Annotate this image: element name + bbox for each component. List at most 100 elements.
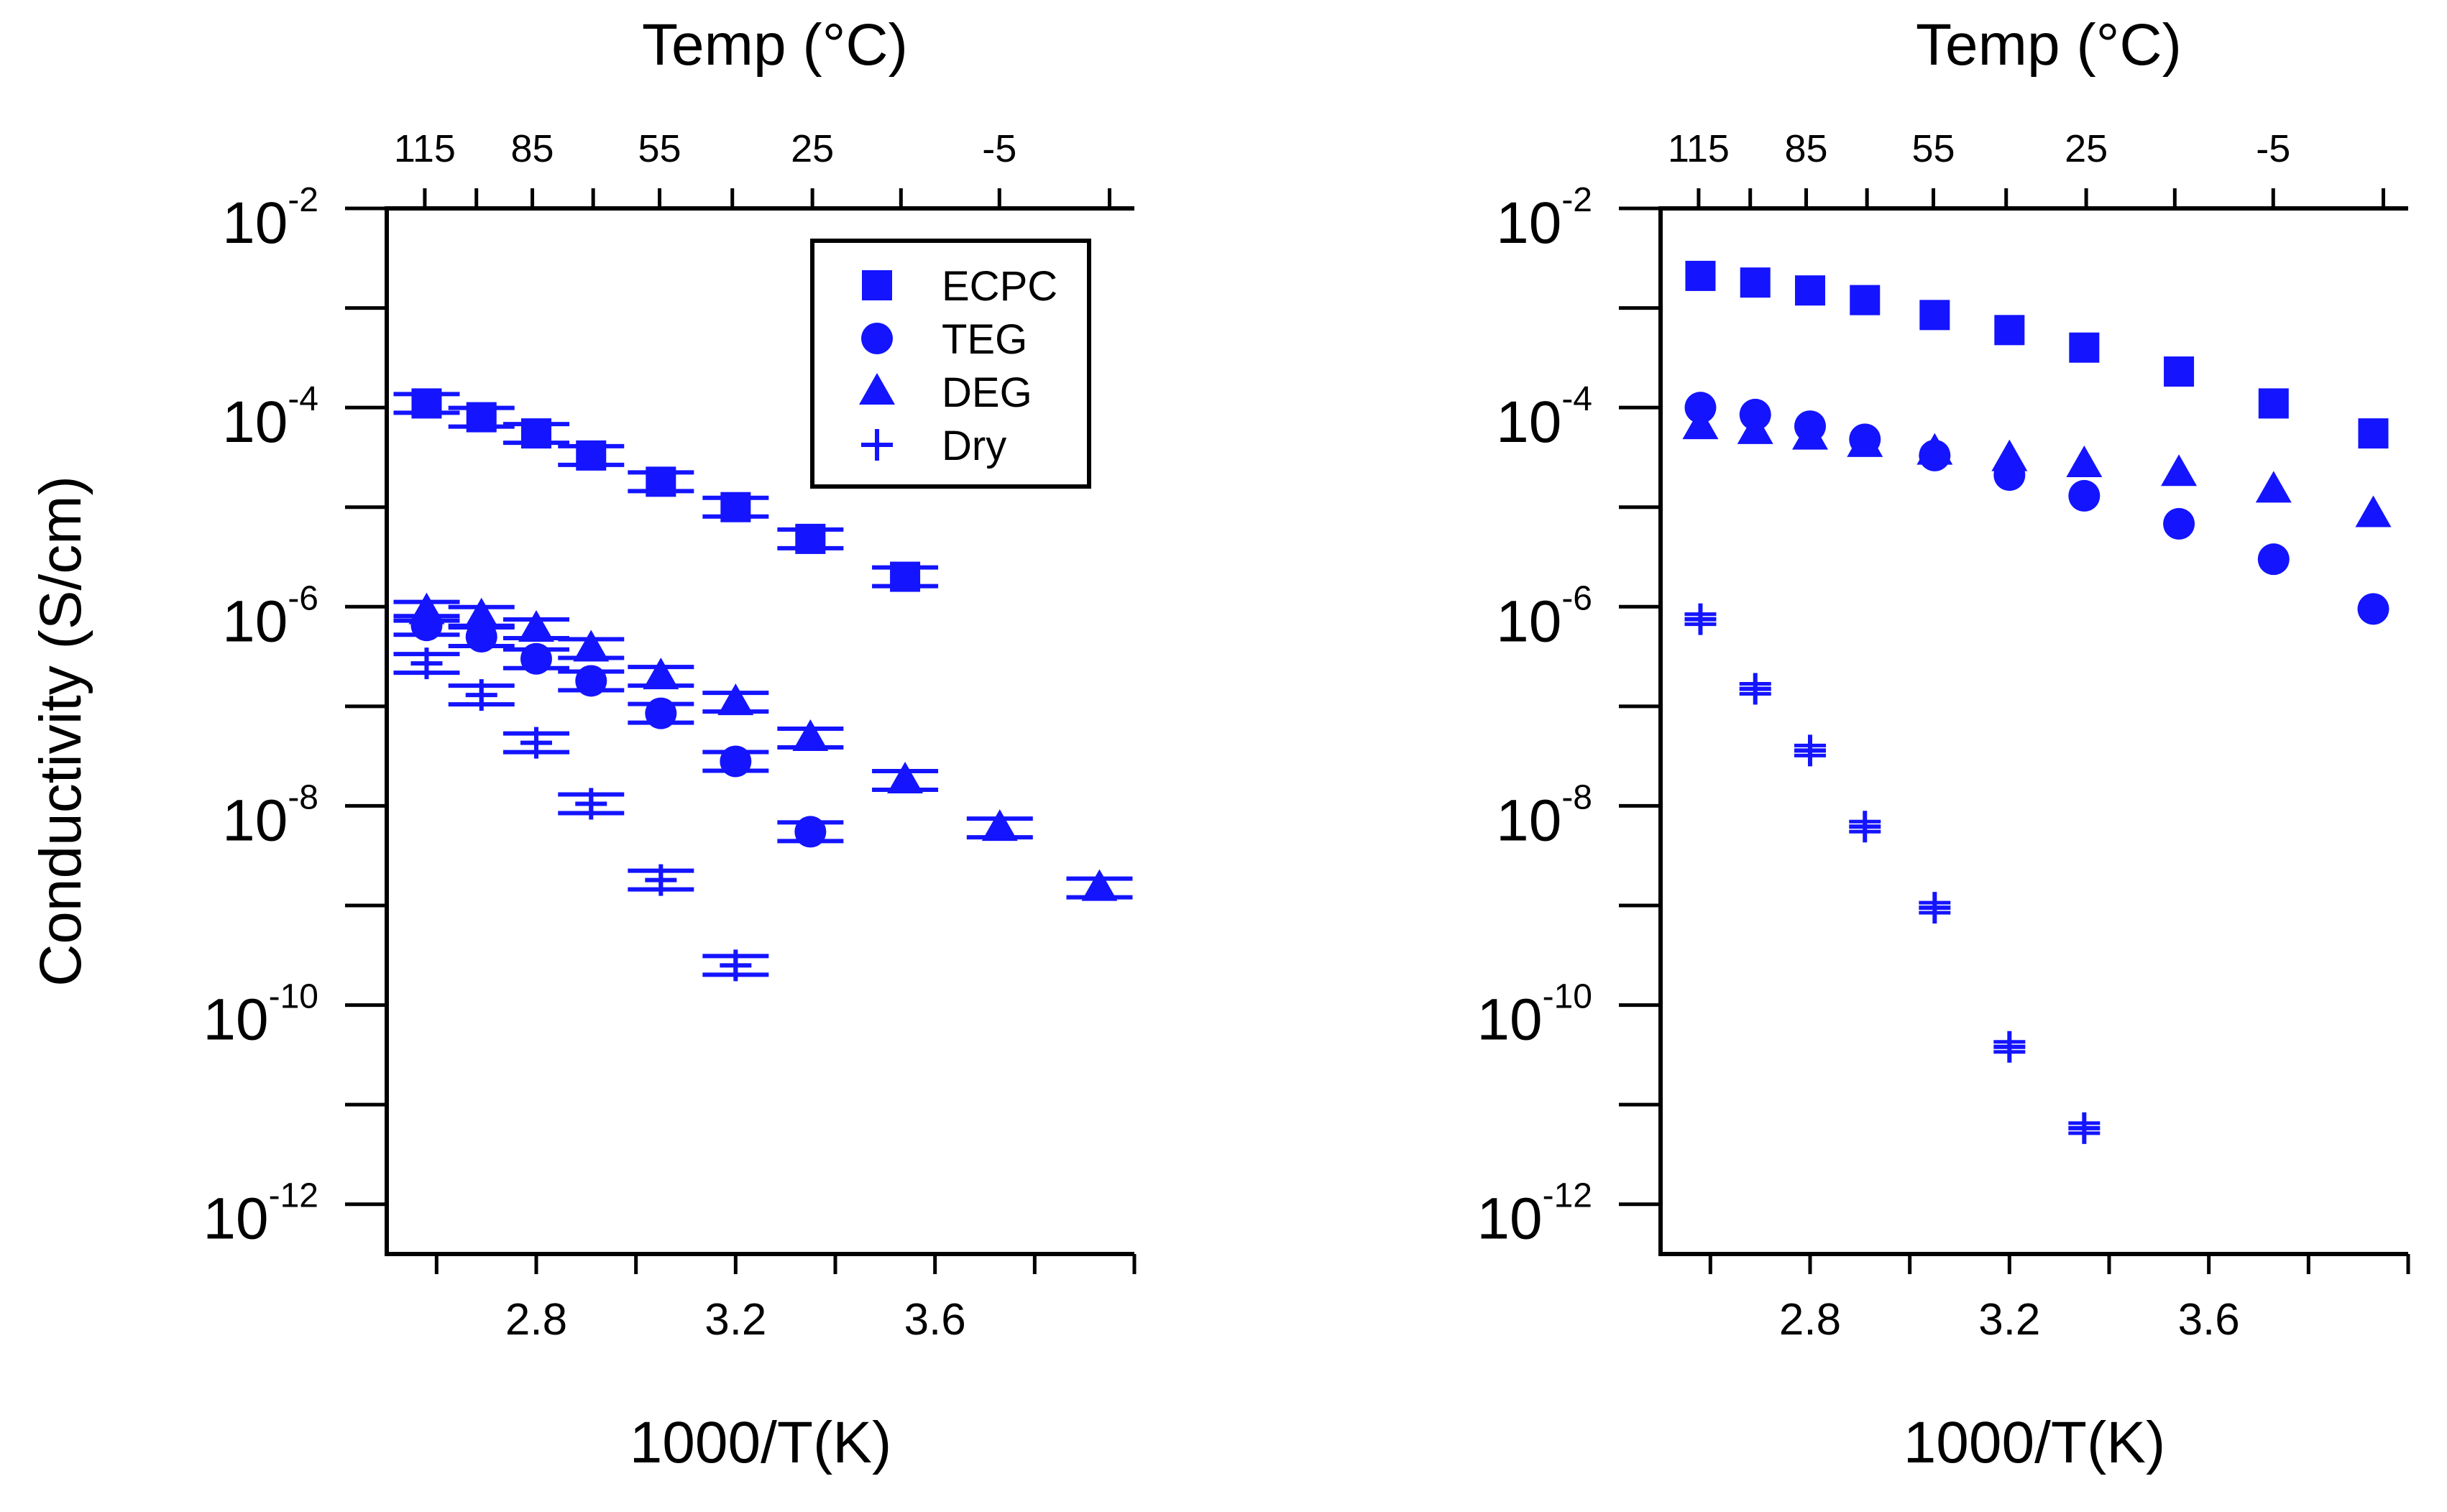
top-tick-label: 55: [1911, 127, 1955, 170]
top-axis-title: Temp (°C): [1916, 12, 2182, 78]
y-tick-label: 10-8: [1496, 778, 1592, 853]
data-point-teg: [2257, 543, 2290, 576]
top-axis-title: Temp (°C): [642, 12, 908, 78]
x-tick-label: 3.2: [704, 1295, 766, 1345]
data-point-dry: [1849, 811, 1881, 843]
data-point-deg: [1847, 425, 1883, 457]
data-point-deg: [887, 762, 924, 794]
top-tick-label: 85: [511, 127, 554, 170]
data-point-ecpc: [1740, 267, 1771, 298]
data-point-deg: [1737, 412, 1773, 444]
data-point-ecpc: [1850, 285, 1881, 315]
legend-label: DEG: [942, 369, 1032, 416]
data-point-teg: [645, 697, 677, 729]
y-tick-label: 10-2: [1496, 181, 1592, 256]
data-point-ecpc: [466, 402, 497, 433]
data-point-teg: [2068, 479, 2101, 512]
top-tick-label: 55: [638, 127, 681, 170]
data-point-dry: [520, 727, 552, 759]
right-panel: 2.8 3.2 3.6 1000/T(K) 115 85 55 25 -5 Temp (°C) 10…: [1477, 12, 2410, 1475]
legend-marker-dry: [861, 429, 893, 461]
legend-label: TEG: [942, 316, 1027, 363]
data-point-ecpc: [890, 561, 921, 592]
top-tick-label: 25: [791, 127, 834, 170]
series-deg: [393, 592, 1133, 901]
top-tick-label: 25: [2065, 127, 2108, 170]
data-point-teg: [575, 665, 607, 697]
data-point-ecpc: [795, 523, 826, 554]
left-panel: 2.8 3.2 3.6 1000/T(K) 115 85 55 25 -5 Temp (°C) 10…: [28, 12, 1137, 1475]
data-point-deg: [643, 658, 679, 690]
top-tick-label: 115: [1668, 127, 1730, 170]
data-point-deg: [573, 630, 610, 662]
series-teg: [1684, 392, 2389, 625]
x-tick-label: 2.8: [1779, 1295, 1841, 1345]
y-tick-label: 10-10: [1477, 978, 1592, 1053]
data-point-dry: [1739, 673, 1771, 705]
series-deg: [1682, 407, 2392, 527]
data-point-deg: [792, 719, 829, 752]
y-axis-title: Conductivity (S/cm): [28, 476, 93, 987]
data-point-deg: [518, 610, 554, 642]
data-point-ecpc: [1795, 275, 1825, 306]
data-point-ecpc: [1685, 260, 1716, 291]
data-point-deg: [1916, 433, 1953, 465]
x-tick-label: 2.8: [505, 1295, 567, 1345]
series-ecpc: [1685, 260, 2389, 449]
data-point-deg: [2355, 495, 2392, 527]
y-tick-label: 10-2: [222, 181, 318, 256]
data-point-ecpc: [576, 440, 607, 471]
top-tick-label: -5: [982, 127, 1016, 170]
x-tick-label: 3.6: [2178, 1295, 2240, 1345]
data-point-teg: [720, 745, 752, 778]
legend-marker-deg: [859, 373, 895, 405]
y-tick-label: 10-6: [1496, 579, 1592, 654]
data-point-deg: [981, 809, 1018, 842]
data-point-ecpc: [521, 418, 551, 449]
x-tick-label: 3.6: [904, 1295, 966, 1345]
series-dry: [1684, 603, 2101, 1144]
top-tick-label: 115: [394, 127, 456, 170]
data-point-dry: [1919, 892, 1951, 924]
data-point-ecpc: [2069, 332, 2100, 363]
legend-label: ECPC: [942, 263, 1057, 310]
y-tick-label: 10-10: [203, 978, 318, 1053]
data-point-deg: [1991, 439, 2028, 471]
series-ecpc: [393, 388, 939, 592]
x-axis-title: 1000/T(K): [1904, 1410, 2166, 1475]
data-point-deg: [2066, 445, 2103, 477]
y-tick-label: 10-4: [1496, 380, 1592, 455]
y-tick-label: 10-12: [203, 1177, 318, 1252]
data-point-deg: [717, 683, 754, 716]
data-point-dry: [645, 864, 677, 896]
data-point-ecpc: [2258, 388, 2289, 419]
legend-marker-teg: [861, 323, 893, 354]
data-point-teg: [520, 642, 552, 675]
data-point-ecpc: [411, 388, 442, 419]
data-point-teg: [2357, 593, 2389, 625]
y-tick-label: 10-12: [1477, 1177, 1592, 1252]
data-point-deg: [2255, 471, 2292, 503]
legend-box: [810, 239, 1091, 489]
data-point-dry: [410, 647, 443, 680]
legend-label: Dry: [942, 423, 1006, 469]
data-point-deg: [2161, 454, 2198, 487]
legend: ECPC TEG DEG Dry: [810, 239, 1091, 489]
data-point-teg: [2163, 507, 2195, 540]
data-point-ecpc: [720, 492, 751, 522]
y-tick-label: 10-6: [222, 579, 318, 654]
data-point-deg: [1792, 418, 1828, 450]
data-point-dry: [2068, 1112, 2101, 1144]
x-axis-title: 1000/T(K): [630, 1410, 892, 1475]
y-tick-label: 10-4: [222, 380, 318, 455]
data-point-dry: [1684, 603, 1717, 635]
data-point-dry: [1794, 734, 1826, 767]
top-tick-label: -5: [2256, 127, 2290, 170]
data-point-deg: [408, 592, 445, 624]
data-point-dry: [720, 949, 752, 982]
data-point-ecpc: [646, 466, 676, 497]
y-tick-label: 10-8: [222, 778, 318, 853]
data-point-dry: [575, 788, 607, 820]
data-point-ecpc: [2164, 356, 2195, 387]
